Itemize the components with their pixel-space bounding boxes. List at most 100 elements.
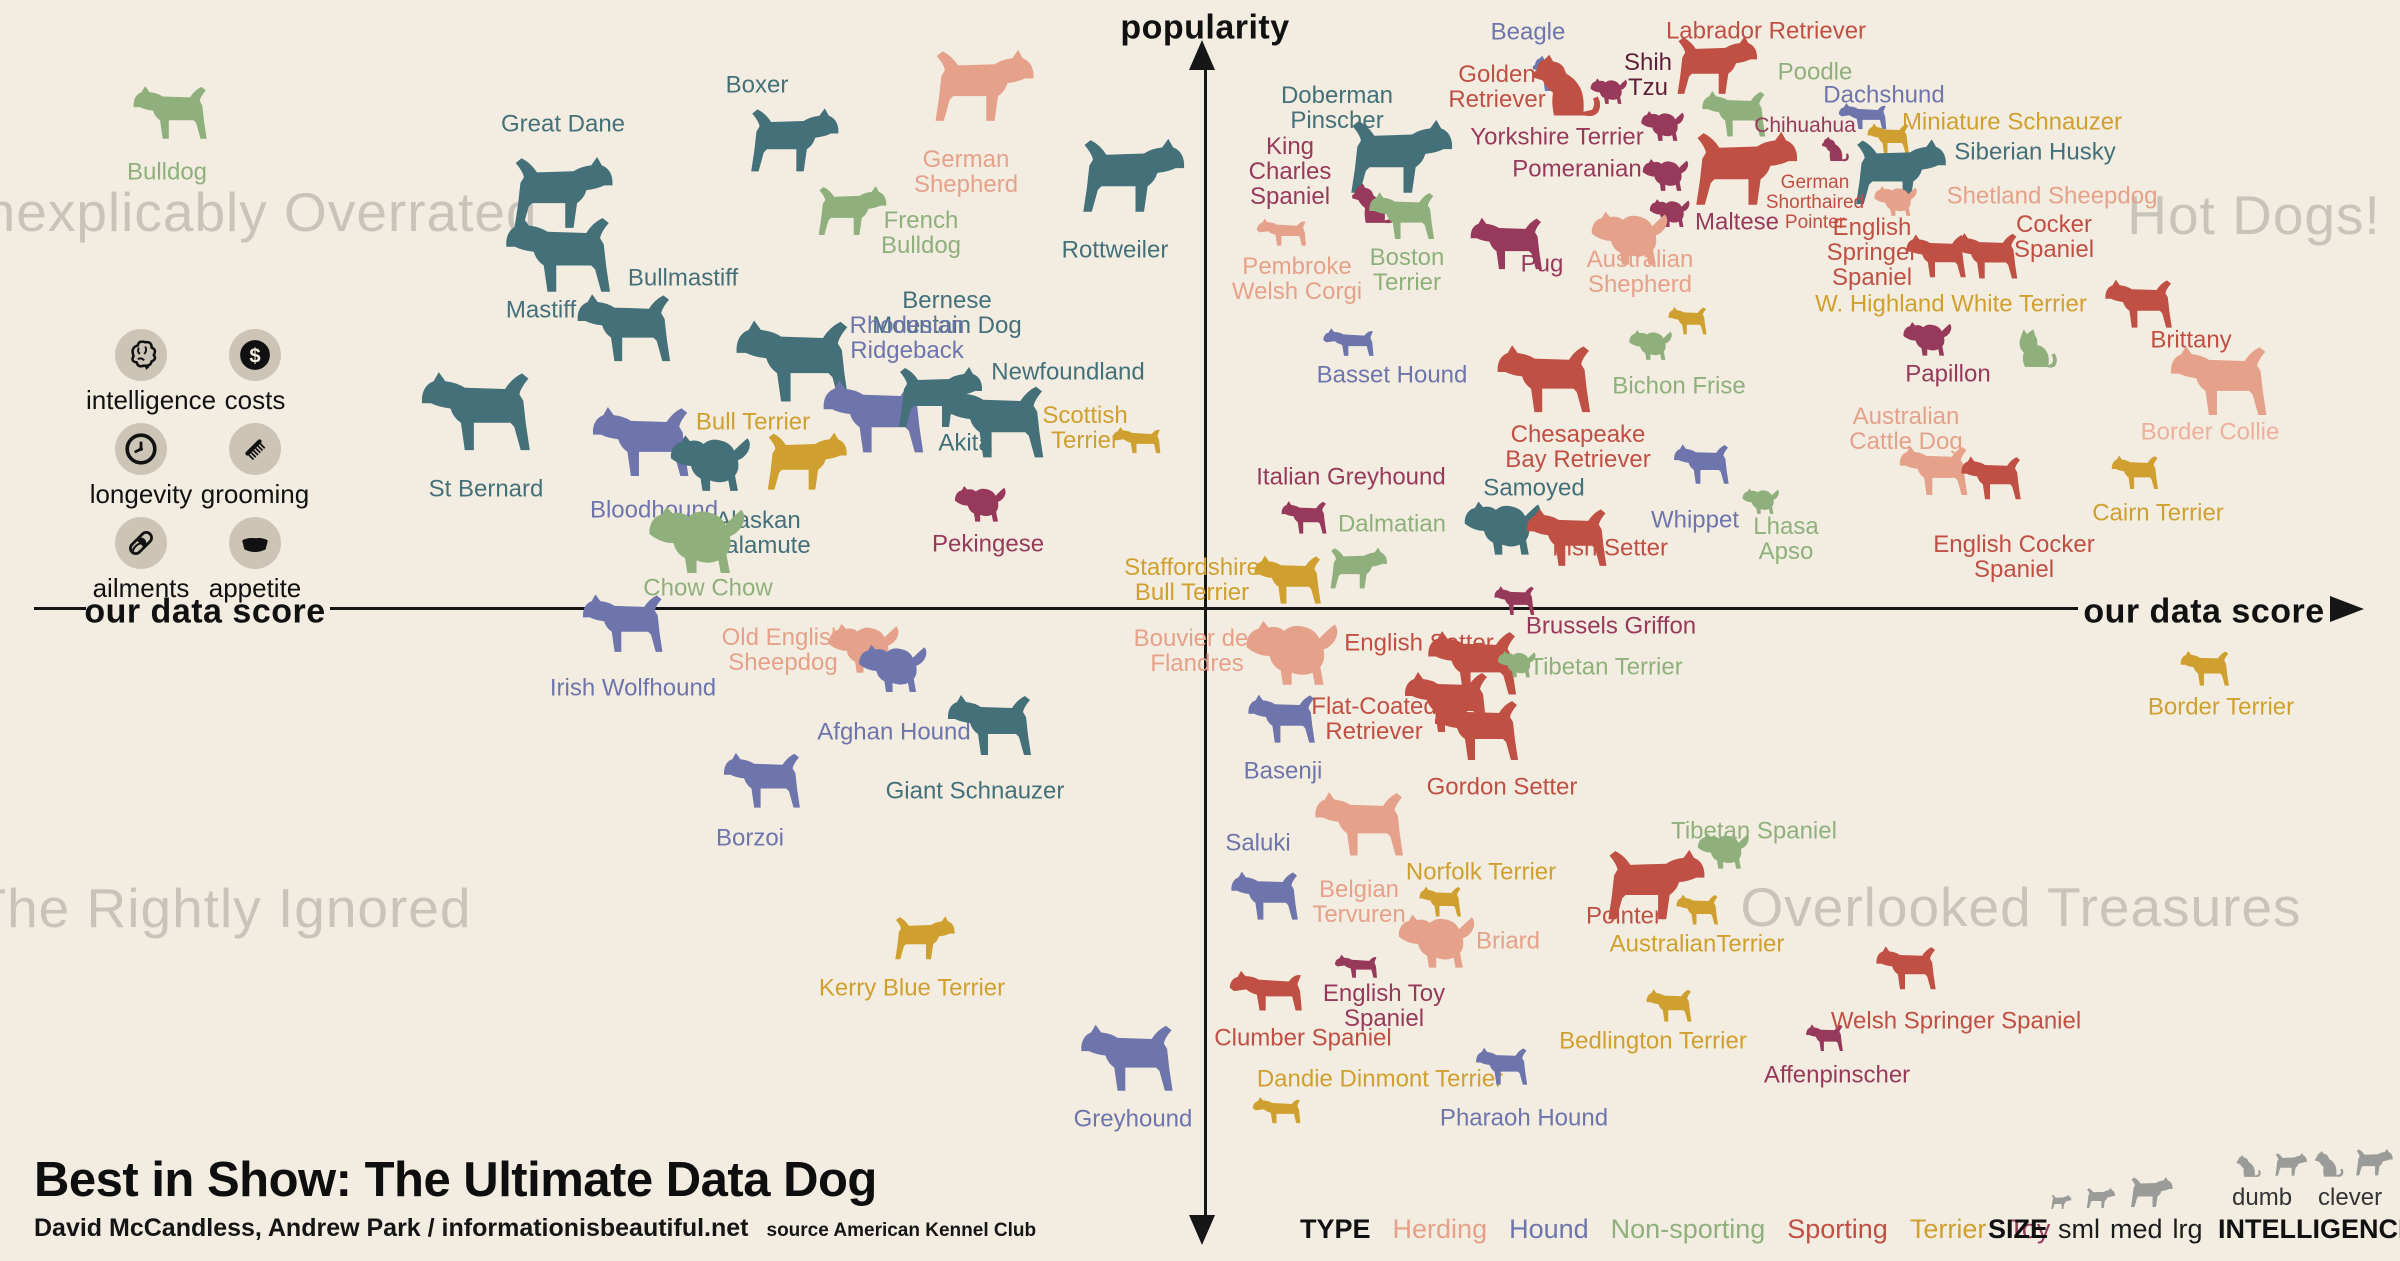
- dog-silhouette-pointer: [1592, 848, 1708, 929]
- dog-silhouette-briard: [1393, 911, 1485, 975]
- size-dog-icon-med: [2082, 1187, 2116, 1216]
- metric-label: longevity: [89, 479, 193, 509]
- dog-label-basset-hound: Basset Hound: [1316, 361, 1468, 389]
- dog-silhouette-norfolk-terrier: [1418, 886, 1468, 921]
- dog-silhouette-pekingese: [951, 484, 1013, 527]
- dog-silhouette-dachshund: [1837, 97, 1895, 138]
- dog-label-doberman-pinscher: Doberman Pinscher: [1280, 81, 1394, 134]
- dog-label-beagle: Beagle: [1490, 18, 1566, 46]
- dog-silhouette-belgian-tervuren: [1312, 790, 1418, 864]
- dog-label-german-shepherd: German Shepherd: [913, 145, 1019, 198]
- dog-silhouette-kerry-blue-terrier: [885, 915, 957, 965]
- dog-label-papillon: Papillon: [1905, 360, 1991, 388]
- dog-silhouette-maltese: [1647, 197, 1695, 231]
- dog-silhouette-mastiff: [503, 214, 628, 302]
- dog-silhouette-bullmastiff: [574, 292, 686, 370]
- dog-silhouette-lhasa-apso: [1740, 487, 1784, 518]
- dog-label-irish-setter: Irish Setter: [1551, 534, 1669, 562]
- dog-silhouette-irish-setter: [1524, 507, 1620, 574]
- dog-label-border-terrier: Border Terrier: [2147, 693, 2295, 721]
- dog-label-st-bernard: St Bernard: [428, 475, 544, 503]
- dog-label-w-highland-white-terrier: W. Highland White Terrier: [1815, 290, 2087, 318]
- intelligence-dog-icon: [2234, 1155, 2268, 1184]
- dog-label-shetland-sheepdog: Shetland Sheepdog: [1946, 182, 2158, 210]
- dog-label-english-springer-spaniel: English Springer Spaniel: [1826, 214, 1918, 292]
- dog-label-chesapeake-bay-retriever: Chesapeake Bay Retriever: [1505, 420, 1651, 473]
- dog-label-brittany: Brittany: [2150, 326, 2232, 354]
- dog-label-pomeranian: Pomeranian: [1512, 155, 1642, 183]
- dog-silhouette-scottish-terrier: [1111, 421, 1169, 462]
- dog-label-golden-retriever: Golden Retriever: [1448, 60, 1546, 113]
- size-legend: SIZE sml med lrg: [1988, 1214, 2203, 1245]
- dog-label-english-cocker-spaniel: English Cocker Spaniel: [1933, 530, 2095, 583]
- dog-label-boxer: Boxer: [725, 71, 789, 99]
- dog-label-kerry-blue-terrier: Kerry Blue Terrier: [818, 974, 1006, 1002]
- dog-label-mastiff: Mastiff: [505, 296, 577, 324]
- title-bold: Best in Show:: [34, 1153, 352, 1207]
- dog-label-australian-terrier: AustralianTerrier: [1609, 930, 1785, 958]
- dog-label-briard: Briard: [1475, 927, 1541, 955]
- dog-label-pug: Pug: [1520, 250, 1564, 278]
- dog-label-norfolk-terrier: Norfolk Terrier: [1405, 858, 1557, 886]
- metric-appetite: appetite: [200, 517, 310, 604]
- metric-label: ailments: [92, 573, 190, 603]
- dog-silhouette-dandie-dinmont-terrier: [1251, 1091, 1309, 1132]
- brain-icon: [115, 329, 167, 381]
- dog-silhouette-saluki: [1229, 870, 1309, 926]
- dog-silhouette-dalmatian: [1321, 546, 1389, 594]
- type-legend-item-terrier: Terrier: [1909, 1214, 1987, 1244]
- dog-label-italian-greyhound: Italian Greyhound: [1256, 463, 1446, 491]
- dog-label-english-toy-spaniel: English Toy Spaniel: [1322, 979, 1446, 1032]
- dog-silhouette-w-highland-white-terrier: [1667, 306, 1713, 338]
- dog-silhouette-affenpinscher: [1805, 1024, 1850, 1055]
- dog-silhouette-alaskan-malamute: [665, 432, 761, 499]
- dog-label-great-dane: Great Dane: [500, 110, 626, 138]
- dog-label-english-setter: English Setter: [1344, 629, 1494, 657]
- dog-label-chihuahua: Chihuahua: [1754, 113, 1856, 137]
- size-legend-dogs: [2048, 1170, 2188, 1216]
- y-axis-label: popularity: [1120, 8, 1290, 47]
- dog-silhouette-brittany: [2103, 278, 2183, 334]
- cat-silhouette: [2007, 328, 2067, 370]
- dog-silhouette-english-setter: [1425, 629, 1531, 703]
- dog-label-border-collie: Border Collie: [2140, 418, 2280, 446]
- dog-label-pekingese: Pekingese: [931, 530, 1045, 558]
- dog-silhouette-border-terrier: [2179, 650, 2237, 691]
- dog-silhouette-shetland-sheepdog: [1871, 184, 1923, 220]
- dog-label-tibetan-terrier: Tibetan Terrier: [1529, 653, 1683, 681]
- quadrant-label-overrated: Inexplicably Overrated: [0, 181, 538, 243]
- dog-label-borzoi: Borzoi: [715, 824, 785, 852]
- dog-silhouette-tibetan-terrier: [1495, 649, 1541, 681]
- dog-label-bernese-mountain-dog: Bernese Mountain Dog: [872, 286, 1022, 339]
- dog-label-shih-tzu: Shih Tzu: [1623, 48, 1673, 101]
- type-legend-item-herding: Herding: [1392, 1214, 1488, 1244]
- dog-label-chow-chow: Chow Chow: [643, 574, 773, 602]
- dog-label-scottish-terrier: Scottish Terrier: [1042, 401, 1128, 454]
- type-legend-item-hound: Hound: [1509, 1214, 1589, 1244]
- dog-silhouette-flat-coated-retriever: [1402, 670, 1502, 740]
- dog-silhouette-german-shorthaired-pointer: [1679, 130, 1801, 215]
- dog-silhouette-bloodhound: [590, 405, 705, 486]
- dog-label-saluki: Saluki: [1225, 829, 1291, 857]
- intelligence-legend-dogs: [2234, 1136, 2394, 1184]
- dog-silhouette-golden-retriever: [1526, 54, 1621, 122]
- dog-silhouette-whippet: [1672, 443, 1738, 489]
- dog-silhouette-italian-greyhound: [1280, 500, 1334, 538]
- dog-label-greyhound: Greyhound: [1073, 1105, 1193, 1133]
- quadrant-label-hot-dogs: Hot Dogs!: [2127, 184, 2381, 246]
- source-text: source American Kennel Club: [766, 1220, 1037, 1241]
- dog-label-french-bulldog: French Bulldog: [880, 206, 962, 259]
- dog-silhouette-english-springer-spaniel: [1904, 233, 1976, 283]
- dog-silhouette-clumber-spaniel: [1227, 961, 1315, 1023]
- dog-label-irish-wolfhound: Irish Wolfhound: [549, 674, 717, 702]
- metric-intelligence: intelligence: [86, 329, 216, 416]
- x-axis-arrow-icon: [2330, 596, 2364, 622]
- dog-label-pointer: Pointer: [1585, 902, 1663, 930]
- metric-grooming: grooming: [200, 423, 310, 510]
- dog-silhouette-papillon: [1900, 320, 1958, 361]
- dog-label-lhasa-apso: Lhasa Apso: [1753, 512, 1819, 565]
- size-lrg-label: lrg: [2172, 1214, 2203, 1244]
- dog-silhouette-pomeranian: [1640, 157, 1695, 196]
- dog-silhouette-cocker-spaniel: [1952, 232, 2028, 285]
